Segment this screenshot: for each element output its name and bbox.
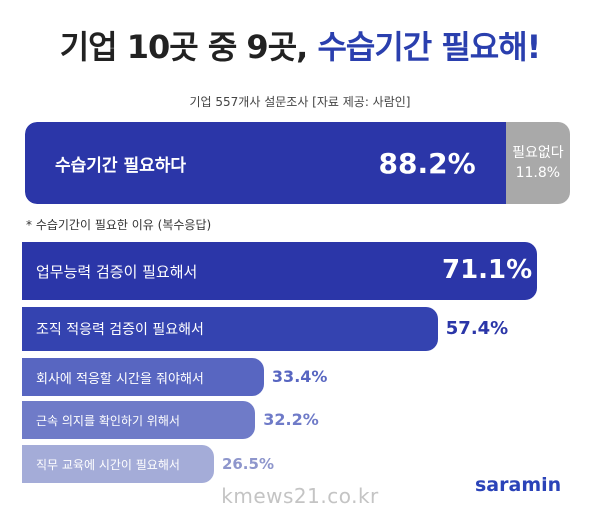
reason-value: 26.5% (221, 454, 274, 473)
summary-yes-segment: 수습기간 필요하다 88.2% (25, 122, 506, 204)
summary-yes-label: 수습기간 필요하다 (55, 155, 187, 176)
saramin-logo: saramin (475, 474, 562, 496)
summary-no-segment: 필요없다 11.8% (505, 122, 570, 204)
reason-label: 회사에 적응할 시간을 줘야해서 (36, 371, 204, 387)
reason-value: 32.2% (263, 410, 319, 430)
reason-label: 직무 교육에 시간이 필요해서 (36, 457, 180, 472)
page-subtitle: 기업 557개사 설문조사 [자료 제공: 사람인] (189, 95, 411, 109)
reason-bar: 회사에 적응할 시간을 줘야해서 (22, 358, 264, 396)
reason-value: 33.4% (271, 367, 328, 387)
reason-value: 57.4% (445, 317, 509, 339)
watermark: kmews21.co.kr (221, 484, 379, 508)
summary-bar: 수습기간 필요하다 88.2% 필요없다 11.8% (25, 122, 570, 204)
reason-value: 71.1% (442, 254, 533, 285)
reasons-chart: 업무능력 검증이 필요해서 71.1% 조직 적응력 검증이 필요해서 57.4% 회사… (22, 242, 582, 483)
reason-bar: 근속 의지를 확인하기 위해서 (22, 401, 256, 439)
summary-no-value: 11.8% (515, 165, 561, 181)
reason-bar: 직무 교육에 시간이 필요해서 (22, 445, 214, 483)
reason-bar: 조직 적응력 검증이 필요해서 (22, 307, 438, 351)
reason-label: 업무능력 검증이 필요해서 (36, 262, 198, 281)
summary-no-label: 필요없다 (512, 145, 564, 161)
chart-note: * 수습기간이 필요한 이유 (복수응답) (26, 218, 212, 232)
title-accent: 수습기간 필요해! (317, 28, 541, 66)
reason-bar: 업무능력 검증이 필요해서 (22, 242, 537, 300)
title-main: 기업 10곳 중 9곳, (59, 28, 318, 66)
page-title: 기업 10곳 중 9곳, 수습기간 필요해! (0, 22, 600, 68)
summary-yes-value: 88.2% (378, 146, 476, 180)
reason-label: 근속 의지를 확인하기 위해서 (36, 413, 180, 428)
reason-label: 조직 적응력 검증이 필요해서 (36, 322, 204, 338)
